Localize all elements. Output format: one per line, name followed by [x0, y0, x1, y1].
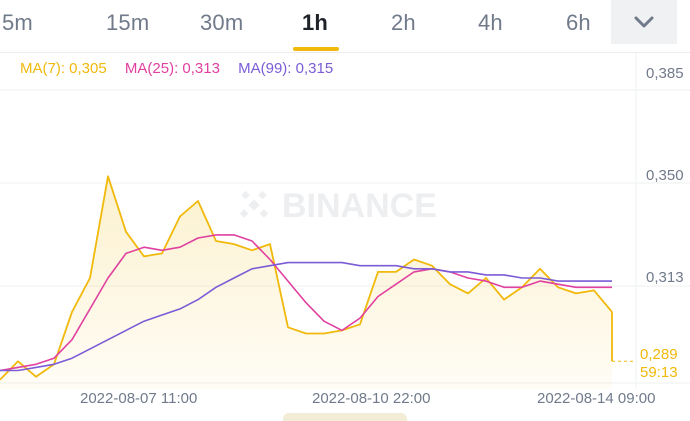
current-price: 0,289 — [640, 346, 678, 363]
ma-legend: MA(7): 0,305 MA(25): 0,313 MA(99): 0,315 — [20, 60, 347, 77]
tab-30m[interactable]: 30m — [200, 10, 244, 35]
tab-15m[interactable]: 15m — [106, 10, 150, 35]
watermark: BINANCE — [239, 187, 437, 225]
tabs-divider — [0, 52, 690, 53]
ma7-label: MA(7): 0,305 — [20, 60, 107, 77]
bottom-sheet-handle[interactable] — [283, 413, 407, 421]
series-layer — [0, 175, 613, 381]
ma99-label: MA(99): 0,315 — [238, 60, 334, 77]
price-area-fill — [0, 176, 612, 389]
tab-5m[interactable]: 5m — [2, 10, 33, 35]
ma25-label: MA(25): 0,313 — [124, 60, 220, 77]
current-price-box: 0,289 59:13 — [640, 346, 678, 382]
series-line-ma25 — [0, 234, 612, 372]
tab-4h[interactable]: 4h — [478, 10, 503, 35]
tab-6h[interactable]: 6h — [566, 10, 591, 35]
series-line-ma99 — [0, 261, 612, 372]
candle-countdown: 59:13 — [640, 364, 678, 381]
more-timeframes-button[interactable] — [611, 0, 677, 44]
timeframe-tabs: 5m 15m 30m 1h 2h 4h 6h — [0, 0, 690, 52]
tab-2h[interactable]: 2h — [391, 10, 416, 35]
time-tick-1: 2022-08-10 22:00 — [312, 390, 431, 407]
active-tab-indicator — [293, 47, 339, 51]
watermark-text: BINANCE — [282, 187, 437, 225]
time-tick-2: 2022-08-14 09:00 — [537, 390, 656, 407]
price-tick-2: 0,313 — [646, 269, 684, 286]
binance-logo-icon — [239, 190, 269, 218]
time-tick-0: 2022-08-07 11:00 — [80, 390, 198, 407]
chevron-down-icon — [634, 16, 654, 28]
price-chart[interactable]: BINANCE — [0, 53, 690, 389]
tab-1h[interactable]: 1h — [302, 10, 329, 35]
price-tick-0: 0,385 — [646, 65, 684, 82]
price-tick-1: 0,350 — [646, 167, 684, 184]
series-line-ma7 — [0, 175, 613, 381]
